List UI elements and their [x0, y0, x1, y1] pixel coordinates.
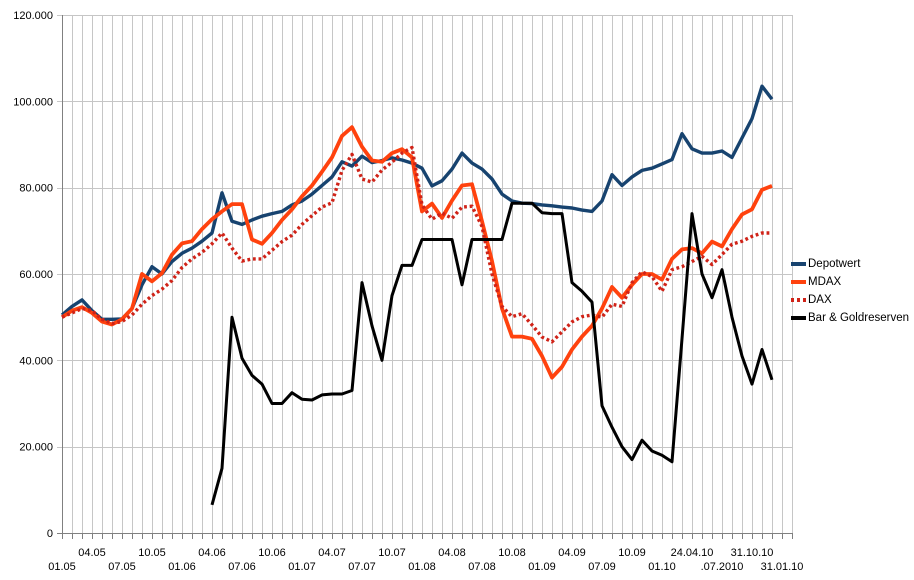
- legend-label-bar-goldreserven: Bar & Goldreserven: [808, 312, 909, 324]
- svg-text:100.000: 100.000: [13, 96, 53, 108]
- svg-text:10.05: 10.05: [138, 547, 166, 559]
- svg-text:.07.2010: .07.2010: [701, 561, 744, 573]
- svg-text:01.07: 01.07: [288, 561, 316, 573]
- svg-text:0: 0: [47, 528, 53, 540]
- svg-text:40.000: 40.000: [19, 355, 53, 367]
- svg-text:120.000: 120.000: [13, 10, 53, 22]
- svg-text:04.05: 04.05: [78, 547, 106, 559]
- bar-goldreserven-line-swatch-icon: [791, 316, 806, 320]
- series-line-depotwert[interactable]: [60, 84, 774, 321]
- svg-text:07.06: 07.06: [228, 561, 256, 573]
- series-line-dax[interactable]: [61, 145, 772, 344]
- mdax-line-swatch-icon: [791, 280, 806, 284]
- svg-text:04.06: 04.06: [198, 547, 226, 559]
- x-axis-tick-labels: 01.0504.0507.0510.0501.0604.0607.0610.06…: [48, 547, 803, 573]
- svg-text:07.07: 07.07: [348, 561, 376, 573]
- legend-item-mdax[interactable]: MDAX: [791, 273, 913, 291]
- chart-legend: Depotwert MDAX DAX Bar & Goldreserven: [791, 255, 913, 327]
- legend-label-depotwert: Depotwert: [808, 258, 861, 270]
- series-line-bar-goldreserven[interactable]: [210, 201, 774, 506]
- y-axis-tick-labels: 0 20.000 40.000 60.000 80.000 100.000 120.000: [13, 10, 53, 540]
- legend-label-dax: DAX: [808, 294, 832, 306]
- svg-text:80.000: 80.000: [19, 183, 53, 195]
- axes: [57, 15, 793, 539]
- dax-dotted-line-swatch-icon: [791, 298, 806, 302]
- svg-text:60.000: 60.000: [19, 269, 53, 281]
- svg-text:04.07: 04.07: [318, 547, 346, 559]
- svg-text:07.09: 07.09: [588, 561, 616, 573]
- series-line-mdax[interactable]: [60, 125, 773, 380]
- svg-text:10.07: 10.07: [378, 547, 406, 559]
- legend-item-bar-goldreserven[interactable]: Bar & Goldreserven: [791, 309, 913, 327]
- legend-item-dax[interactable]: DAX: [791, 291, 913, 309]
- svg-text:10.06: 10.06: [258, 547, 286, 559]
- svg-text:20.000: 20.000: [19, 442, 53, 454]
- svg-text:04.08: 04.08: [438, 547, 466, 559]
- svg-text:07.08: 07.08: [468, 561, 496, 573]
- legend-label-mdax: MDAX: [808, 276, 842, 288]
- svg-text:01.10: 01.10: [648, 561, 676, 573]
- svg-text:01.05: 01.05: [48, 561, 76, 573]
- svg-text:07.05: 07.05: [108, 561, 136, 573]
- svg-text:31.01.10: 31.01.10: [761, 561, 804, 573]
- svg-text:04.09: 04.09: [558, 547, 586, 559]
- gridlines: [57, 15, 793, 534]
- svg-text:01.08: 01.08: [408, 561, 436, 573]
- svg-text:01.09: 01.09: [528, 561, 556, 573]
- svg-text:24.04.10: 24.04.10: [671, 547, 714, 559]
- depotwert-line-swatch-icon: [791, 262, 806, 266]
- svg-text:10.09: 10.09: [618, 547, 646, 559]
- svg-text:10.08: 10.08: [498, 547, 526, 559]
- svg-text:01.06: 01.06: [168, 561, 196, 573]
- svg-text:31.10.10: 31.10.10: [731, 547, 774, 559]
- legend-item-depotwert[interactable]: Depotwert: [791, 255, 913, 273]
